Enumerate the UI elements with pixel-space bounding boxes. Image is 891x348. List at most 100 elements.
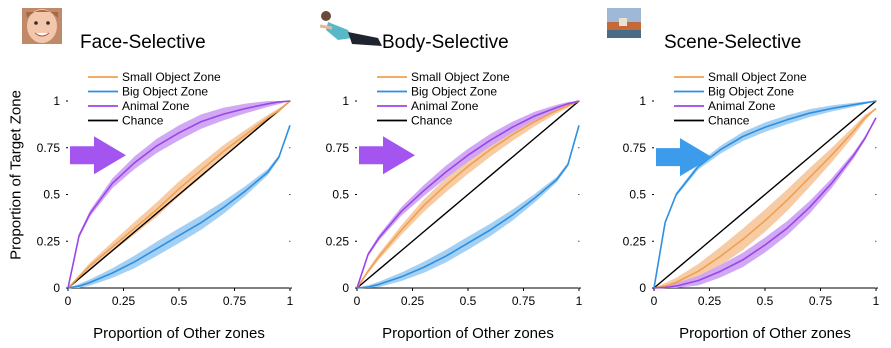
hair-shape: [26, 10, 58, 18]
x-tick: [820, 288, 821, 291]
y-tick-right: [289, 147, 291, 149]
panel-2: Body-Selective 0 0.25 0.5 0.75 1 0 0.25 0.5 0.75 1…: [319, 11, 583, 342]
x-tick: [178, 288, 180, 291]
legend-label: Big Object Zone: [122, 85, 208, 99]
panel-1: Face-Selective 0 0.25 0.5 0.75 1 0 0.25 0.5 0.75 1…: [22, 8, 294, 342]
band-small-object-zone: [654, 108, 876, 288]
x-tick-label: 0.75: [512, 294, 536, 308]
x-tick-label: 0.25: [698, 294, 722, 308]
highlight-arrow-icon: [359, 136, 415, 175]
y-tick-label: 0.25: [326, 234, 350, 248]
highlight-arrow-icon: [70, 136, 126, 175]
y-tick-right: [578, 194, 580, 195]
x-tick: [67, 288, 69, 291]
x-tick-label: 0: [651, 294, 658, 308]
x-tick: [653, 288, 655, 291]
water-shape: [607, 30, 641, 38]
y-tick: [652, 240, 654, 242]
legend-label: Chance: [708, 114, 750, 128]
series-line-big-object-zone: [67, 125, 291, 289]
x-tick-label: 1: [287, 294, 294, 308]
y-tick-label: 1: [342, 94, 349, 108]
highlight-arrow-icon: [656, 138, 712, 177]
y-tick: [652, 100, 654, 102]
x-tick-label: 0.75: [809, 294, 833, 308]
series-line-small-object-zone: [653, 107, 877, 289]
y-tick: [355, 194, 357, 195]
x-tick-label: 0.25: [401, 294, 425, 308]
x-tick: [523, 288, 524, 291]
legend-label: Chance: [122, 114, 164, 128]
legend-label: Small Object Zone: [411, 70, 510, 84]
legend-label: Animal Zone: [411, 99, 479, 113]
x-tick: [764, 288, 766, 291]
y-tick: [355, 240, 357, 242]
x-tick: [709, 288, 710, 291]
y-tick-label: 0: [639, 281, 646, 295]
y-tick-label: 1: [53, 94, 60, 108]
x-tick: [123, 288, 124, 291]
x-tick: [467, 288, 469, 291]
series-line-animal-zone: [67, 100, 291, 289]
y-tick-label: 0: [53, 281, 60, 295]
series-line-small-object-zone: [356, 100, 580, 289]
head-shape: [321, 11, 331, 21]
y-tick: [66, 240, 68, 242]
series-line-animal-zone: [356, 100, 580, 289]
y-tick: [652, 147, 654, 149]
x-axis-title: Proportion of Other zones: [382, 325, 554, 342]
y-tick-right: [289, 240, 291, 242]
y-tick: [652, 194, 654, 195]
x-tick-label: 1: [576, 294, 583, 308]
series-line-big-object-zone: [653, 100, 877, 289]
x-tick: [289, 288, 291, 291]
house-shape: [619, 18, 627, 26]
legend-label: Animal Zone: [122, 99, 190, 113]
y-tick: [355, 147, 357, 149]
x-tick-label: 0: [354, 294, 361, 308]
y-tick-label: 0.5: [43, 188, 60, 202]
eye-left: [34, 21, 38, 25]
x-tick: [412, 288, 413, 291]
y-tick: [355, 100, 357, 102]
mouth-shape: [34, 32, 50, 37]
face-shape: [27, 9, 57, 43]
x-tick-label: 0.75: [223, 294, 247, 308]
series-line-animal-zone: [653, 117, 877, 289]
legend-label: Big Object Zone: [708, 85, 794, 99]
panel-3: Scene-Selective 0 0.25 0.5 0.75 1 0 0.25 0.5 0.75…: [607, 8, 880, 342]
y-tick: [66, 194, 68, 195]
x-axis-title: Proportion of Other zones: [93, 325, 265, 342]
y-tick-label: 0.75: [623, 141, 647, 155]
eye-right: [46, 21, 50, 25]
y-tick-right: [578, 147, 580, 149]
series-line-chance: [653, 100, 877, 289]
y-tick-label: 0.75: [326, 141, 350, 155]
y-tick-label: 1: [639, 94, 646, 108]
body-image: [319, 11, 382, 46]
y-tick-label: 0.5: [332, 188, 349, 202]
y-tick-right: [875, 194, 877, 195]
y-tick-right: [578, 240, 580, 242]
y-tick-label: 0.75: [37, 141, 61, 155]
y-tick-label: 0.25: [37, 234, 61, 248]
x-tick-label: 0.5: [460, 294, 477, 308]
x-tick: [356, 288, 358, 291]
legs-shape: [348, 32, 382, 46]
y-tick-right: [289, 194, 291, 195]
panel-title: Scene-Selective: [664, 32, 801, 53]
y-tick-label: 0: [342, 281, 349, 295]
x-tick-label: 0.25: [112, 294, 136, 308]
panel-title: Face-Selective: [80, 32, 206, 53]
arm-shape: [319, 24, 333, 30]
y-tick-label: 0.25: [623, 234, 647, 248]
x-tick: [234, 288, 235, 291]
y-tick: [355, 287, 357, 289]
series-line-big-object-zone: [356, 125, 580, 289]
y-axis-title: Proportion of Target Zone: [7, 90, 25, 260]
y-tick: [66, 147, 68, 149]
legend-label: Big Object Zone: [411, 85, 497, 99]
